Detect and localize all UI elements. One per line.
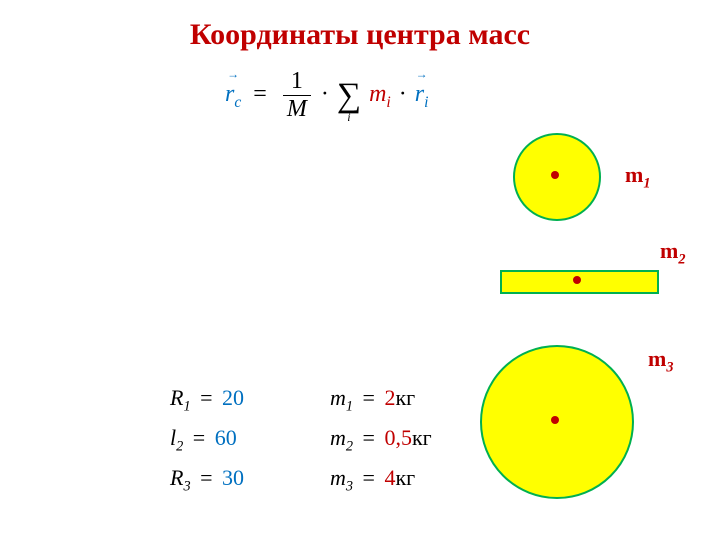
mass-3-center-dot — [551, 416, 559, 424]
mass-2-center-dot — [573, 276, 581, 284]
vector-ri: ri — [415, 81, 429, 112]
data-l2: l2 = 60 — [170, 425, 237, 455]
mass-2-label: m2 — [660, 238, 685, 268]
data-m1: m1 = 2кг — [330, 385, 415, 415]
mass-1-center-dot — [551, 171, 559, 179]
vector-rc: rc — [225, 81, 241, 112]
term-mi: mi — [369, 81, 391, 107]
page-title: Координаты центра масс — [0, 18, 720, 52]
data-m2: m2 = 0,5кг — [330, 425, 432, 455]
mass-1-label: m1 — [625, 162, 650, 192]
fraction-1-over-M: 1 M — [283, 68, 311, 123]
sigma-icon: ∑ i — [337, 77, 361, 115]
data-R1: R1 = 20 — [170, 385, 244, 415]
formula-center-of-mass: rc = 1 M · ∑ i mi · ri — [225, 68, 428, 123]
data-m3: m3 = 4кг — [330, 465, 415, 495]
data-R3: R3 = 30 — [170, 465, 244, 495]
mass-3-label: m3 — [648, 346, 673, 376]
